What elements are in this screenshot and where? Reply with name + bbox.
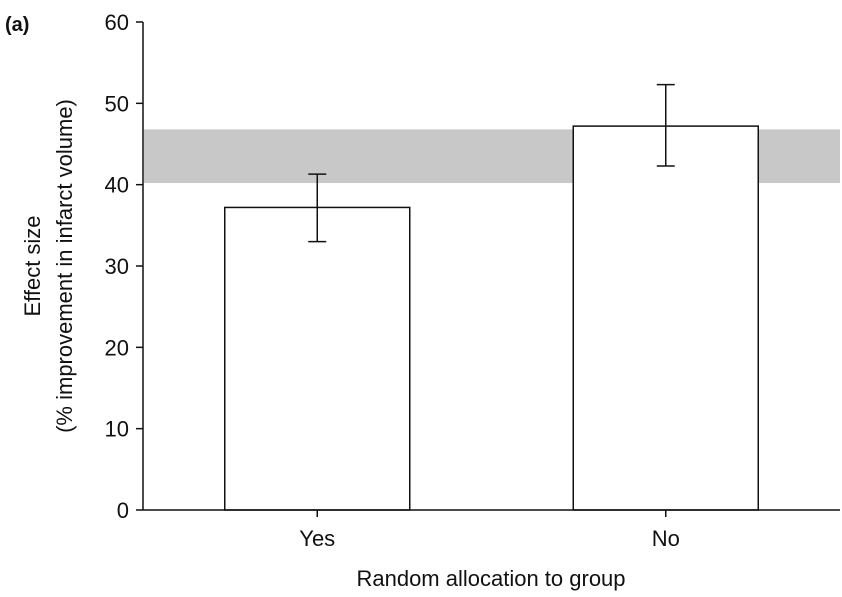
x-axis-title: Random allocation to group xyxy=(356,566,625,591)
panel-label: (a) xyxy=(5,14,29,36)
y-axis-title-line2: (% improvement in infarct volume) xyxy=(52,99,77,433)
y-tick-label: 0 xyxy=(117,498,129,523)
x-tick-label: Yes xyxy=(299,526,335,551)
y-axis-title-line1: Effect size xyxy=(20,215,45,316)
y-tick-label: 30 xyxy=(105,254,129,279)
y-tick-label: 60 xyxy=(105,10,129,35)
y-tick-label: 20 xyxy=(105,335,129,360)
bar-yes xyxy=(225,207,410,510)
x-tick-label: No xyxy=(652,526,680,551)
y-tick-label: 10 xyxy=(105,417,129,442)
y-tick-label: 50 xyxy=(105,91,129,116)
bar-no xyxy=(573,126,758,510)
y-tick-label: 40 xyxy=(105,173,129,198)
